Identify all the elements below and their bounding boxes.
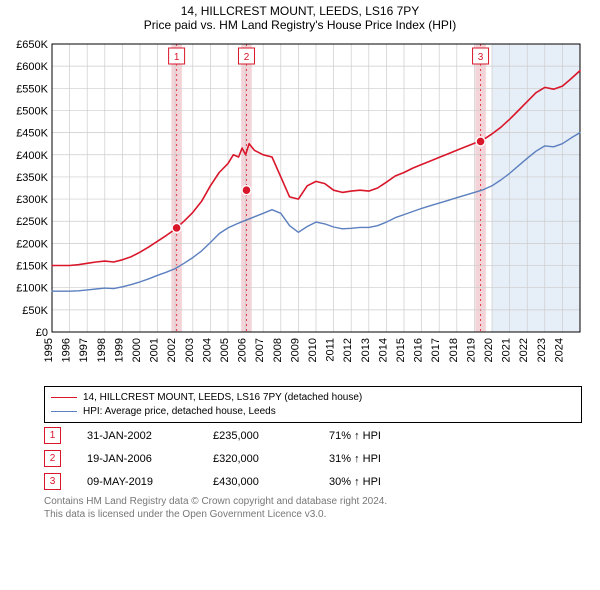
svg-text:2018: 2018: [448, 338, 460, 362]
svg-text:2024: 2024: [553, 338, 565, 362]
svg-text:2008: 2008: [272, 338, 284, 362]
credits-line: Contains HM Land Registry data © Crown c…: [44, 496, 582, 509]
svg-text:£600K: £600K: [16, 61, 48, 73]
svg-text:2009: 2009: [289, 338, 301, 362]
svg-text:2019: 2019: [465, 338, 477, 362]
sale-diff: 31% ↑ HPI: [329, 453, 381, 465]
legend-item: HPI: Average price, detached house, Leed…: [51, 405, 575, 419]
svg-text:£200K: £200K: [16, 238, 48, 250]
credits-line: This data is licensed under the Open Gov…: [44, 509, 582, 522]
svg-text:£150K: £150K: [16, 261, 48, 273]
svg-text:2003: 2003: [184, 338, 196, 362]
chart-container: £0 £50K £100K £150K £200K £250K £300K £350K £400…: [8, 36, 592, 384]
svg-text:2011: 2011: [325, 338, 337, 362]
price-chart: £0 £50K £100K £150K £200K £250K £300K £350K £400…: [8, 36, 592, 384]
svg-text:1996: 1996: [61, 338, 73, 362]
sale-date: 31-JAN-2002: [87, 430, 187, 442]
svg-text:£500K: £500K: [16, 105, 48, 117]
svg-text:1997: 1997: [78, 338, 90, 362]
svg-text:£400K: £400K: [16, 150, 48, 162]
credits: Contains HM Land Registry data © Crown c…: [44, 496, 582, 521]
sale-marker-badge: 1: [44, 427, 61, 444]
svg-text:£100K: £100K: [16, 283, 48, 295]
svg-text:£300K: £300K: [16, 194, 48, 206]
svg-text:2010: 2010: [307, 338, 319, 362]
legend: 14, HILLCREST MOUNT, LEEDS, LS16 7PY (de…: [44, 386, 582, 423]
title-address: 14, HILLCREST MOUNT, LEEDS, LS16 7PY: [0, 0, 600, 18]
svg-text:£250K: £250K: [16, 216, 48, 228]
svg-text:1: 1: [174, 52, 180, 63]
svg-text:2023: 2023: [536, 338, 548, 362]
svg-text:1998: 1998: [96, 338, 108, 362]
sale-price: £235,000: [213, 430, 303, 442]
sale-date: 09-MAY-2019: [87, 476, 187, 488]
svg-text:2017: 2017: [430, 338, 442, 362]
legend-swatch: [51, 411, 77, 412]
legend-swatch: [51, 397, 77, 398]
sale-diff: 30% ↑ HPI: [329, 476, 381, 488]
svg-text:2012: 2012: [342, 338, 354, 362]
svg-text:2006: 2006: [237, 338, 249, 362]
svg-text:£650K: £650K: [16, 39, 48, 51]
svg-text:£350K: £350K: [16, 172, 48, 184]
svg-text:2013: 2013: [360, 338, 372, 362]
svg-text:2021: 2021: [501, 338, 513, 362]
sale-row: 3 09-MAY-2019 £430,000 30% ↑ HPI: [44, 473, 582, 490]
svg-text:£50K: £50K: [22, 305, 48, 317]
svg-text:2020: 2020: [483, 338, 495, 362]
title-sub: Price paid vs. HM Land Registry's House …: [0, 18, 600, 32]
sale-row: 2 19-JAN-2006 £320,000 31% ↑ HPI: [44, 450, 582, 467]
svg-text:2005: 2005: [219, 338, 231, 362]
svg-text:2022: 2022: [518, 338, 530, 362]
svg-text:3: 3: [478, 52, 484, 63]
legend-label: 14, HILLCREST MOUNT, LEEDS, LS16 7PY (de…: [83, 391, 362, 405]
sale-diff: 71% ↑ HPI: [329, 430, 381, 442]
svg-text:£0: £0: [36, 327, 48, 339]
svg-text:£450K: £450K: [16, 128, 48, 140]
svg-text:2000: 2000: [131, 338, 143, 362]
sale-price: £320,000: [213, 453, 303, 465]
svg-text:2016: 2016: [413, 338, 425, 362]
svg-text:2002: 2002: [166, 338, 178, 362]
page-root: { "title": { "address": "14, HILLCREST M…: [0, 0, 600, 590]
sale-marker-badge: 2: [44, 450, 61, 467]
sale-date: 19-JAN-2006: [87, 453, 187, 465]
svg-text:2: 2: [244, 52, 250, 63]
sale-row: 1 31-JAN-2002 £235,000 71% ↑ HPI: [44, 427, 582, 444]
svg-text:1995: 1995: [43, 338, 55, 362]
sale-price: £430,000: [213, 476, 303, 488]
sale-rows: 1 31-JAN-2002 £235,000 71% ↑ HPI 2 19-JA…: [44, 427, 582, 490]
svg-text:1999: 1999: [113, 338, 125, 362]
legend-item: 14, HILLCREST MOUNT, LEEDS, LS16 7PY (de…: [51, 391, 575, 405]
sale-marker-badge: 3: [44, 473, 61, 490]
svg-text:2014: 2014: [377, 338, 389, 362]
svg-text:2004: 2004: [201, 338, 213, 362]
svg-text:2015: 2015: [395, 338, 407, 362]
svg-text:2001: 2001: [149, 338, 161, 362]
legend-label: HPI: Average price, detached house, Leed…: [83, 405, 276, 419]
svg-text:£550K: £550K: [16, 83, 48, 95]
svg-text:2007: 2007: [254, 338, 266, 362]
